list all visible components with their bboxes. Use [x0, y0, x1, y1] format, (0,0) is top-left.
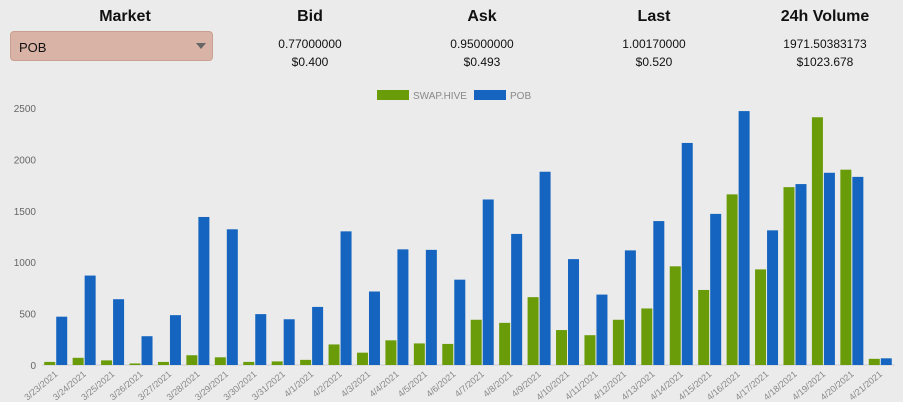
legend-pob-label: POB [510, 91, 531, 102]
pob-bar [56, 316, 68, 365]
bid-usd: $0.400 [291, 55, 329, 69]
swap-hive-bar [442, 343, 454, 365]
pob-bar [312, 306, 324, 365]
volume-amount: 1971.50383173 [783, 37, 867, 51]
pob-bar [84, 275, 96, 365]
pob-bar [568, 259, 580, 365]
market-select[interactable]: POB [10, 31, 213, 61]
last-header: Last [637, 8, 671, 25]
pob-bar [710, 213, 722, 365]
swap-hive-bar [385, 340, 397, 365]
swap-hive-bar [556, 330, 568, 365]
swap-hive-bar [72, 357, 84, 365]
swap-hive-bar [868, 358, 880, 365]
x-tick-label: 4/6/2021 [424, 369, 457, 399]
last-price: 1.00170000 [622, 37, 686, 51]
market-header: Market [99, 8, 151, 25]
pob-bar [425, 249, 437, 365]
ask-header: Ask [467, 8, 497, 25]
pob-bar [482, 199, 494, 365]
y-tick-label: 500 [19, 310, 36, 321]
legend-pob-swatch [474, 90, 506, 100]
market-select-value: POB [19, 40, 47, 55]
swap-hive-bar [328, 344, 340, 365]
legend-swap-hive-swatch [377, 90, 409, 100]
ask-price: 0.95000000 [450, 37, 514, 51]
swap-hive-bar [783, 187, 795, 365]
y-tick-label: 0 [30, 361, 36, 372]
y-tick-label: 2000 [14, 155, 37, 166]
swap-hive-bar [499, 322, 511, 365]
swap-hive-bar [669, 266, 681, 365]
swap-hive-bar [186, 355, 198, 365]
x-tick-label: 4/2/2021 [311, 369, 344, 399]
swap-hive-bar [271, 361, 283, 365]
bid-price: 0.77000000 [278, 37, 342, 51]
pob-bar [624, 250, 636, 365]
pob-bar [368, 291, 380, 365]
swap-hive-bar [300, 359, 312, 365]
pob-bar [511, 233, 523, 365]
swap-hive-bar [356, 352, 368, 365]
x-tick-label: 4/7/2021 [453, 369, 486, 399]
pob-bar [738, 111, 750, 365]
y-tick-label: 2500 [14, 104, 37, 115]
pob-bar [681, 142, 693, 365]
last-usd: $0.520 [635, 55, 673, 69]
pob-bar [397, 249, 409, 365]
swap-hive-bar [44, 361, 56, 365]
volume-usd: $1023.678 [796, 55, 854, 69]
swap-hive-bar [811, 117, 823, 365]
pob-bar [539, 171, 551, 365]
bid-header: Bid [297, 8, 323, 25]
swap-hive-bar [755, 269, 767, 365]
pob-bar [454, 279, 466, 365]
pob-bar [141, 336, 153, 365]
swap-hive-bar [101, 360, 113, 365]
swap-hive-bar [584, 335, 596, 365]
pob-bar [880, 358, 892, 365]
volume-header: 24h Volume [780, 8, 870, 25]
x-tick-label: 4/4/2021 [367, 369, 400, 399]
pob-bar [795, 184, 807, 365]
swap-hive-bar [840, 169, 852, 365]
swap-hive-bar [527, 297, 539, 365]
swap-hive-bar [470, 319, 482, 365]
pob-bar [169, 315, 181, 365]
pob-bar [340, 231, 352, 365]
chevron-down-icon [196, 43, 206, 49]
pob-bar [113, 299, 125, 365]
x-tick-label: 4/3/2021 [339, 369, 372, 399]
swap-hive-bar [157, 361, 169, 365]
y-tick-label: 1000 [14, 258, 37, 269]
x-tick-label: 4/1/2021 [282, 369, 315, 399]
swap-hive-bar [243, 361, 255, 365]
pob-bar [852, 176, 864, 365]
swap-hive-bar [214, 357, 226, 365]
pob-bar [255, 314, 267, 365]
pob-bar [823, 172, 835, 365]
pob-bar [653, 221, 665, 365]
pob-bar [226, 229, 238, 365]
swap-hive-bar [612, 319, 624, 365]
x-tick-label: 4/8/2021 [481, 369, 514, 399]
legend-swap-hive-label: SWAP.HIVE [413, 91, 467, 102]
pob-bar [767, 230, 779, 365]
swap-hive-bar [129, 363, 141, 365]
swap-hive-bar [726, 194, 738, 365]
swap-hive-bar [641, 308, 653, 365]
swap-hive-bar [698, 289, 710, 365]
ask-usd: $0.493 [463, 55, 501, 69]
x-tick-label: 4/5/2021 [396, 369, 429, 399]
y-tick-label: 1500 [14, 207, 37, 218]
pob-bar [596, 294, 608, 365]
swap-hive-bar [413, 343, 425, 365]
pob-bar [198, 216, 210, 365]
pob-bar [283, 319, 295, 365]
